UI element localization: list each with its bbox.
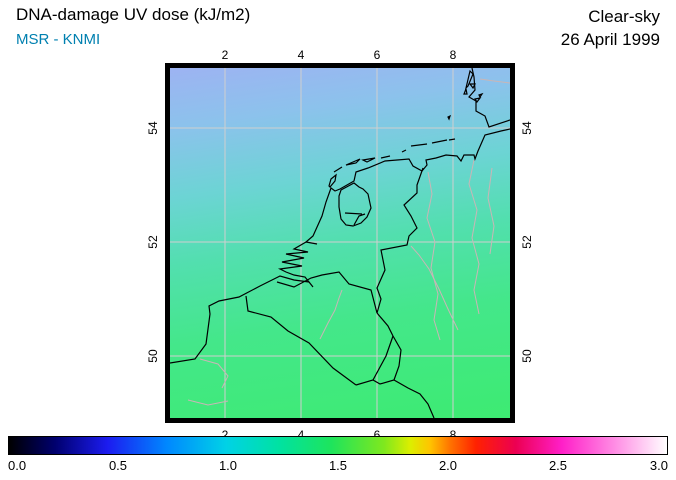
island-chain-2	[431, 139, 448, 144]
lake-inner-2	[353, 213, 366, 226]
island-helgoland	[447, 114, 452, 121]
island-schiermonnikoog	[380, 155, 391, 159]
lat-tick-right-50: 50	[520, 349, 534, 363]
map-frame	[165, 63, 515, 423]
lon-tick-bottom-6: 6	[373, 428, 381, 442]
island-amrum	[463, 86, 468, 95]
lat-tick-left-50: 50	[146, 349, 160, 363]
lon-tick-top-2: 2	[221, 48, 229, 62]
coastlines	[170, 68, 510, 418]
lon-tick-bottom-4: 4	[297, 428, 305, 442]
border-fr-de	[393, 379, 435, 418]
island-nordstrand	[478, 92, 484, 99]
colorbar-tick-5: 2.5	[548, 458, 568, 473]
island-texel	[328, 173, 337, 188]
colorbar-tick-1: 0.5	[108, 458, 128, 473]
colorbar-tick-4: 2.0	[438, 458, 458, 473]
coast-schleswig	[468, 68, 510, 128]
date-label: 26 April 1999	[560, 30, 660, 49]
lon-tick-bottom-8: 8	[449, 428, 457, 442]
border-be-fr	[245, 295, 357, 386]
lon-tick-top-8: 8	[449, 48, 457, 62]
header-right: Clear-sky 26 April 1999	[561, 5, 660, 51]
source-label: MSR - KNMI	[16, 31, 101, 48]
island-chain-1	[410, 143, 428, 147]
lon-tick-top-4: 4	[297, 48, 305, 62]
border-lux-east	[372, 335, 402, 385]
island-fohr	[468, 83, 476, 90]
lake-inner-1	[344, 212, 363, 215]
region-borders	[187, 78, 510, 406]
colorbar-tick-2: 1.0	[218, 458, 238, 473]
island-wangerooge	[448, 138, 456, 141]
waterway	[305, 241, 318, 245]
island-ameland	[361, 157, 376, 163]
colorbar-gradient	[9, 437, 667, 454]
lat-tick-right-54: 54	[520, 121, 534, 135]
map-overlay	[170, 68, 510, 418]
colorbar-tick-0: 0.0	[8, 458, 27, 473]
border-be-de	[376, 312, 394, 337]
border-lux-west	[355, 335, 394, 386]
colorbar-tick-6: 3.0	[649, 458, 668, 473]
lake-ijsselmeer	[338, 182, 372, 227]
condition-label: Clear-sky	[588, 7, 660, 26]
lat-tick-left-54: 54	[146, 121, 160, 135]
coast-main	[170, 128, 510, 364]
lat-tick-left-52: 52	[146, 235, 160, 249]
lon-tick-top-6: 6	[373, 48, 381, 62]
border-be-nl	[276, 271, 378, 314]
border-nl-de	[376, 167, 424, 314]
island-borkum	[401, 149, 407, 153]
colorbar	[8, 436, 668, 455]
island-terschelling	[345, 158, 361, 166]
colorbar-tick-3: 1.5	[328, 458, 348, 473]
lat-tick-right-52: 52	[520, 235, 534, 249]
page-title: DNA-damage UV dose (kJ/m2)	[16, 5, 251, 24]
island-pellworm	[474, 97, 482, 104]
gridlines	[170, 68, 510, 418]
lon-tick-bottom-2: 2	[221, 428, 229, 442]
island-sylt	[464, 69, 474, 90]
island-vlieland	[333, 166, 343, 173]
